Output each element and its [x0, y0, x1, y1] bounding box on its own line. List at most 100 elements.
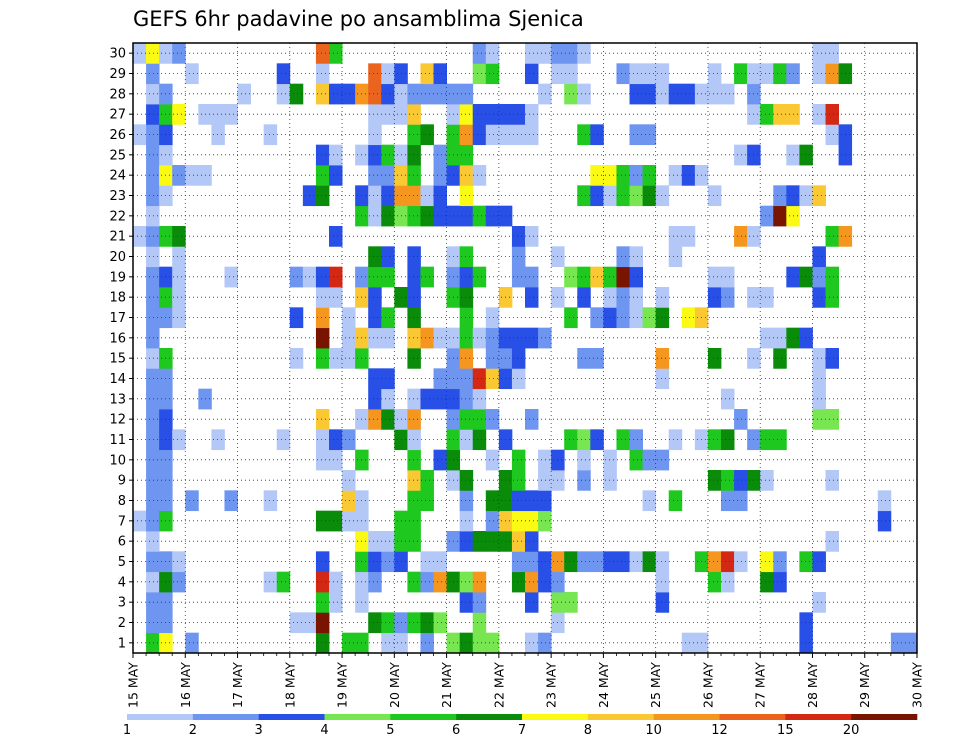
- heatmap-cell: [629, 165, 643, 186]
- heatmap-cell: [237, 83, 251, 105]
- heatmap-cell: [707, 63, 722, 85]
- heatmap-cell: [564, 307, 578, 329]
- heatmap-cell: [133, 43, 147, 64]
- heatmap-cell: [511, 470, 526, 491]
- heatmap-cell: [812, 43, 826, 64]
- heatmap-cell: [511, 551, 526, 573]
- heatmap-cell: [655, 592, 670, 613]
- heatmap-cell: [616, 165, 630, 186]
- heatmap-cell: [185, 63, 199, 85]
- heatmap-cell: [734, 470, 748, 491]
- heatmap-cell: [799, 327, 813, 349]
- heatmap-cell: [472, 409, 487, 430]
- heatmap-cell: [146, 632, 160, 654]
- heatmap-cell: [459, 144, 474, 166]
- heatmap-cell: [812, 348, 826, 369]
- heatmap-cell: [263, 124, 278, 146]
- heatmap-cell: [603, 266, 617, 288]
- heatmap-cell: [381, 307, 395, 329]
- heatmap-cell: [224, 266, 238, 288]
- heatmap-cell: [420, 266, 434, 288]
- heatmap-cell: [564, 266, 578, 288]
- heatmap-cell: [368, 551, 382, 573]
- heatmap-cell: [315, 287, 330, 308]
- heatmap-cell: [812, 551, 826, 573]
- heatmap-cell: [538, 510, 552, 532]
- heatmap-cell: [472, 124, 487, 146]
- heatmap-cell: [472, 368, 487, 390]
- heatmap-cell: [146, 571, 160, 593]
- heatmap-cell: [511, 246, 526, 268]
- heatmap-cell: [812, 246, 826, 268]
- heatmap-cell: [577, 551, 591, 573]
- heatmap-cell: [629, 287, 643, 308]
- heatmap-cell: [760, 470, 774, 491]
- heatmap-cell: [472, 266, 487, 288]
- heatmap-cell: [655, 571, 670, 593]
- heatmap-cell: [146, 551, 160, 573]
- heatmap-cell: [433, 551, 447, 573]
- heatmap-cell: [459, 429, 474, 451]
- heatmap-cell: [511, 449, 526, 471]
- heatmap-cell: [459, 632, 474, 654]
- heatmap-cell: [721, 83, 735, 105]
- heatmap-cell: [616, 429, 630, 451]
- heatmap-cell: [146, 266, 160, 288]
- heatmap-cell: [616, 63, 630, 85]
- heatmap-cell: [603, 165, 617, 186]
- heatmap-cell: [564, 551, 578, 573]
- heatmap-cell: [721, 287, 735, 308]
- heatmap-cell: [721, 388, 735, 410]
- heatmap-cell: [668, 246, 683, 268]
- heatmap-cell: [459, 368, 474, 390]
- heatmap-cell: [773, 104, 787, 125]
- heatmap-cell: [825, 63, 839, 85]
- heatmap-cell: [812, 63, 826, 85]
- heatmap-cell: [707, 185, 722, 207]
- heatmap-cell: [681, 307, 696, 329]
- colorbar-swatch: [587, 714, 654, 720]
- heatmap-cell: [420, 632, 434, 654]
- heatmap-cell: [655, 63, 670, 85]
- heatmap-cell: [329, 510, 343, 532]
- heatmap-cell: [577, 266, 591, 288]
- heatmap-cell: [329, 266, 343, 288]
- heatmap-cell: [538, 571, 552, 593]
- heatmap-cell: [459, 165, 474, 186]
- heatmap-cell: [381, 185, 395, 207]
- heatmap-cell: [146, 165, 160, 186]
- heatmap-cell: [812, 409, 826, 430]
- heatmap-cell: [734, 144, 748, 166]
- heatmap-cell: [368, 307, 382, 329]
- y-tick-label: 23: [109, 189, 126, 204]
- colorbar-label: 3: [255, 723, 263, 738]
- heatmap-cell: [459, 470, 474, 491]
- heatmap-cell: [381, 632, 395, 654]
- y-tick-label: 21: [109, 230, 126, 245]
- heatmap-cell: [812, 104, 826, 125]
- heatmap-cell: [420, 490, 434, 512]
- heatmap-cell: [420, 63, 434, 85]
- colorbar-label: 8: [584, 723, 592, 738]
- heatmap-cell: [825, 124, 839, 146]
- heatmap-cell: [342, 470, 356, 491]
- heatmap-cell: [760, 327, 774, 349]
- heatmap-cell: [577, 449, 591, 471]
- colorbar-label: 10: [645, 723, 662, 738]
- heatmap-cell: [172, 307, 186, 329]
- colorbar-label: 12: [711, 723, 728, 738]
- heatmap-cell: [825, 409, 839, 430]
- heatmap-cell: [211, 104, 225, 125]
- heatmap-cell: [329, 287, 343, 308]
- heatmap-cell: [407, 327, 421, 349]
- heatmap-cell: [525, 266, 539, 288]
- heatmap-cell: [172, 226, 186, 247]
- heatmap-cell: [315, 327, 330, 349]
- heatmap-cell: [721, 266, 735, 288]
- colorbar-swatch: [522, 714, 589, 720]
- heatmap-cell: [538, 83, 552, 105]
- heatmap-cell: [707, 571, 722, 593]
- heatmap-cell: [525, 632, 539, 654]
- heatmap-cell: [407, 266, 421, 288]
